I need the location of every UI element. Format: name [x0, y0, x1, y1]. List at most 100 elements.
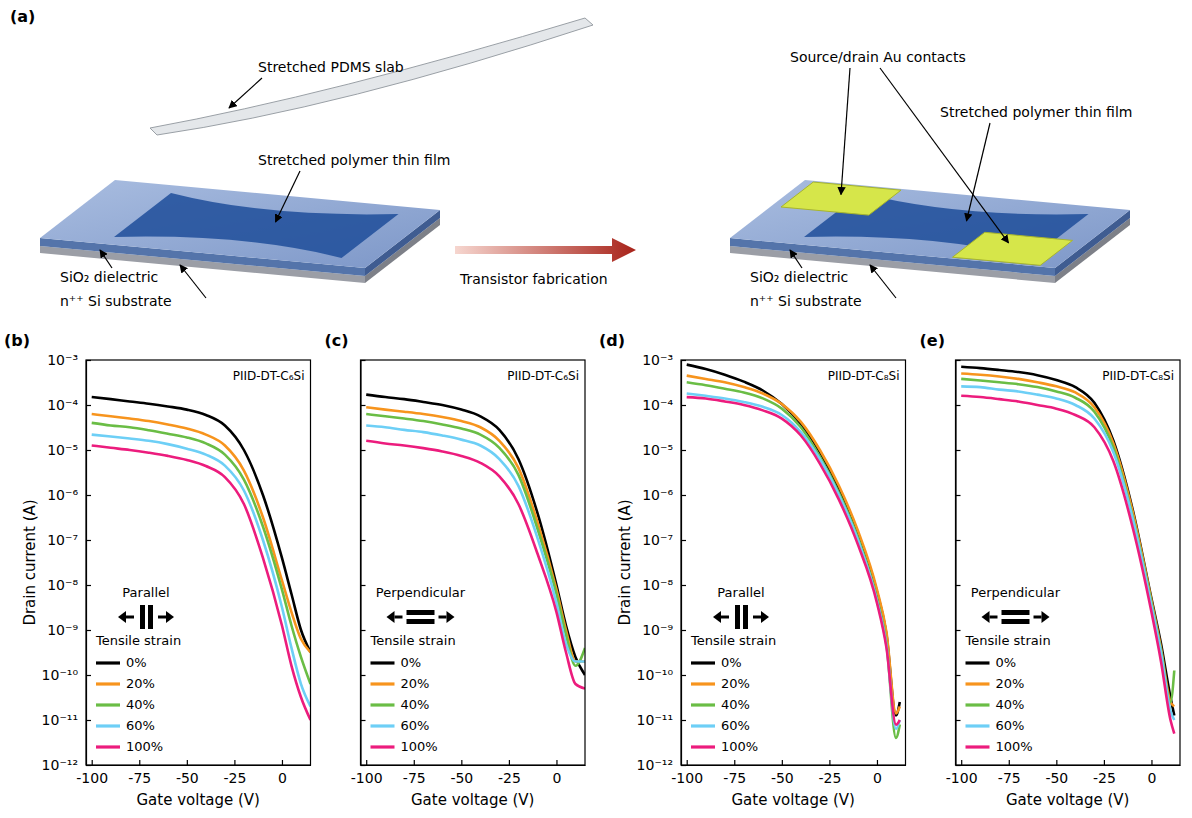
- polymer-film: [114, 193, 399, 258]
- x-tick: -50: [176, 760, 199, 786]
- plot-frame: [361, 360, 586, 765]
- y-tick-label: 10⁻⁷: [642, 532, 673, 548]
- y-tick-label: 10⁻¹²: [42, 757, 78, 773]
- legend-swatch: [96, 661, 120, 664]
- series-line: [366, 441, 585, 689]
- y-tick-mark: [681, 450, 686, 451]
- icon-shaft: [126, 616, 134, 619]
- y-tick: 10⁻¹²: [637, 757, 686, 773]
- plot-area: [366, 395, 585, 689]
- y-tick-mark: [956, 675, 961, 676]
- legend-label: 60%: [401, 718, 430, 733]
- x-tick-mark: [414, 760, 415, 765]
- series-line: [92, 397, 311, 652]
- legend-label: 40%: [721, 697, 750, 712]
- x-tick-label: -75: [128, 770, 151, 786]
- y-tick-label: 10⁻⁸: [642, 577, 673, 593]
- legend-swatch: [96, 724, 120, 727]
- legend-title: Tensile strain: [965, 633, 1051, 648]
- y-tick-mark: [681, 720, 686, 721]
- x-tick-label: -100: [671, 770, 703, 786]
- x-tick-label: -50: [450, 770, 473, 786]
- plot-frame: [956, 360, 1181, 765]
- film-label: Stretched polymer thin film: [258, 152, 450, 168]
- legend-label: 0%: [401, 655, 422, 670]
- y-tick: 10⁻³: [47, 352, 91, 368]
- y-tick: 10⁻¹²: [42, 757, 91, 773]
- x-tick-mark: [509, 760, 510, 765]
- x-tick-mark: [961, 760, 962, 765]
- y-tick: [361, 450, 366, 451]
- y-tick-label: 10⁻⁵: [47, 442, 78, 458]
- legend-swatch: [96, 703, 120, 706]
- y-tick-label: 10⁻⁹: [47, 622, 78, 638]
- y-tick: [361, 720, 366, 721]
- icon-arrowhead: [447, 611, 455, 623]
- panel-label: (d): [599, 331, 625, 350]
- leader-arrow: [229, 78, 262, 108]
- strain-icon: [713, 605, 769, 629]
- y-tick: 10⁻⁶: [47, 487, 91, 503]
- icon-shaft: [721, 616, 729, 619]
- device-right: [730, 180, 1130, 283]
- x-tick: -100: [351, 760, 383, 786]
- icon-arrowhead: [761, 611, 769, 623]
- icon-arrowhead: [1042, 611, 1050, 623]
- leader-arrow: [276, 171, 301, 222]
- y-tick-mark: [86, 495, 91, 496]
- x-tick: 0: [873, 760, 882, 786]
- icon-bar: [1002, 619, 1030, 624]
- y-tick-mark: [956, 450, 961, 451]
- panel-label: (c): [325, 331, 349, 350]
- y-tick-label: 10⁻³: [47, 352, 78, 368]
- legend-label: 100%: [996, 739, 1033, 754]
- series-line: [687, 382, 900, 738]
- legend-swatch: [966, 745, 990, 748]
- y-tick-mark: [361, 450, 366, 451]
- x-tick-mark: [556, 760, 557, 765]
- x-tick-label: -25: [1093, 770, 1116, 786]
- y-tick-label: 10⁻⁴: [642, 397, 673, 413]
- legend-swatch: [371, 745, 395, 748]
- series-line: [961, 379, 1174, 702]
- x-tick-label: -50: [771, 770, 794, 786]
- legend-label: 60%: [996, 718, 1025, 733]
- x-axis-title: Gate voltage (V): [137, 791, 260, 809]
- x-tick-label: 0: [278, 770, 287, 786]
- x-tick: 0: [1148, 760, 1157, 786]
- y-tick-label: 10⁻¹⁰: [637, 667, 674, 683]
- y-tick-mark: [956, 720, 961, 721]
- y-tick: [361, 585, 366, 586]
- legend-swatch: [966, 661, 990, 664]
- y-tick-mark: [956, 495, 961, 496]
- y-tick-mark: [681, 495, 686, 496]
- legend: Tensile strain0%20%40%60%100%: [965, 633, 1051, 754]
- chart-title: PIID-DT-C₈Si: [828, 369, 900, 383]
- panel-label: (e): [920, 331, 945, 350]
- y-tick: [361, 540, 366, 541]
- y-axis: 10⁻¹²10⁻¹¹10⁻¹⁰10⁻⁹10⁻⁸10⁻⁷10⁻⁶10⁻⁵10⁻⁴1…: [637, 352, 686, 773]
- y-tick: 10⁻⁶: [642, 487, 686, 503]
- series-line: [366, 395, 585, 675]
- icon-shaft: [1034, 616, 1042, 619]
- y-tick-mark: [956, 630, 961, 631]
- y-tick-label: 10⁻⁷: [47, 532, 78, 548]
- y-tick: [361, 405, 366, 406]
- leader-arrow: [841, 68, 850, 195]
- x-axis-line: [361, 765, 586, 766]
- y-axis-title: Drain current (A): [616, 499, 634, 625]
- y-axis-line: [360, 361, 361, 766]
- x-tick-mark: [461, 760, 462, 765]
- y-tick: [956, 405, 961, 406]
- y-tick: 10⁻⁵: [47, 442, 91, 458]
- x-tick: 0: [553, 760, 562, 786]
- legend-swatch: [691, 703, 715, 706]
- y-tick: 10⁻⁴: [642, 397, 686, 413]
- x-tick-label: -50: [1045, 770, 1068, 786]
- x-tick-label: -50: [176, 770, 199, 786]
- x-tick: -100: [671, 760, 703, 786]
- icon-bar: [407, 619, 435, 624]
- x-tick-mark: [234, 760, 235, 765]
- x-tick: -25: [1093, 760, 1116, 786]
- legend-title: Tensile strain: [95, 633, 181, 648]
